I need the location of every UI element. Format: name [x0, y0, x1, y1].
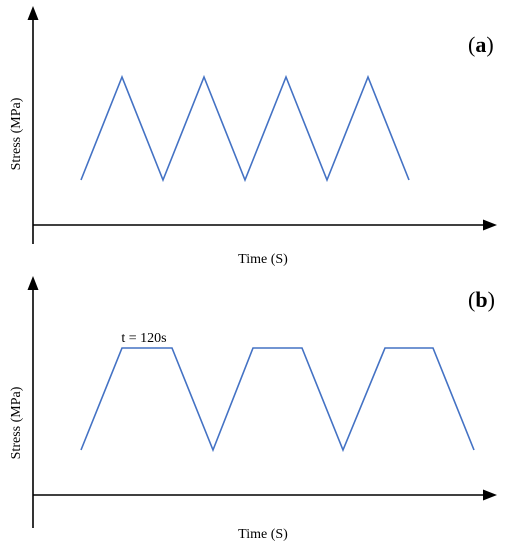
panel-a: Time (S) Stress (MPa) (a) — [9, 6, 497, 267]
panel-a-x-axis-arrow — [483, 219, 497, 231]
panel-a-label-close: ) — [486, 32, 493, 57]
panel-a-label-open: ( — [468, 32, 475, 57]
panel-a-triangular-waveform — [80, 74, 410, 183]
panel-b-x-axis-arrow — [483, 489, 497, 501]
panel-a-x-axis-label: Time (S) — [238, 252, 288, 267]
panel-b-x-axis-label: Time (S) — [238, 527, 288, 542]
panel-b-y-axis-arrow — [27, 276, 39, 290]
panel-b-label-letter: b — [475, 287, 487, 312]
panel-a-y-axis-label: Stress (MPa) — [9, 97, 24, 170]
panel-b-label-open: ( — [468, 287, 475, 312]
panel-b-y-axis-label: Stress (MPa) — [9, 386, 24, 459]
panel-b-dwell-annotation: t = 120s — [121, 331, 166, 346]
panel-b-trapezoidal-waveform — [80, 347, 475, 453]
panel-b-label: (b) — [468, 287, 495, 312]
panel-b: t = 120s Time (S) Stress (MPa) (b) — [9, 276, 497, 542]
panel-a-label: (a) — [468, 32, 494, 57]
panel-b-label-close: ) — [488, 287, 495, 312]
panel-a-label-letter: a — [475, 32, 486, 57]
panel-a-y-axis-arrow — [27, 6, 39, 20]
